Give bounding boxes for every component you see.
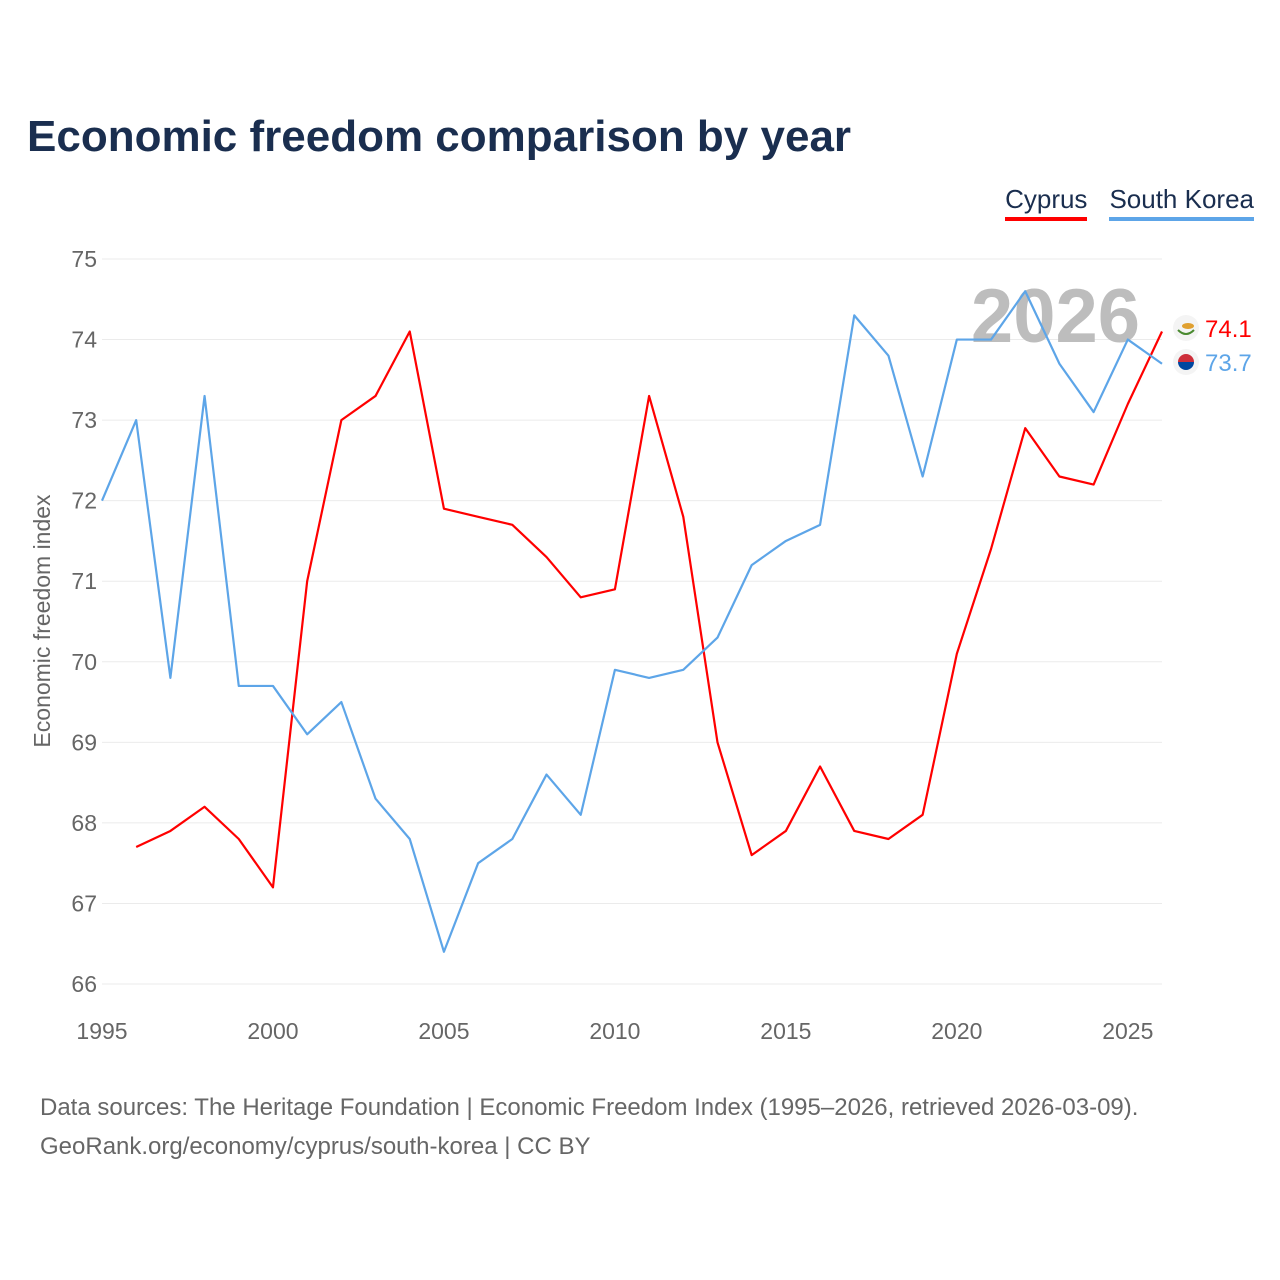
taegeuk-top-icon	[1178, 354, 1194, 362]
end-value-label: 74.1	[1205, 316, 1252, 343]
x-tick-label: 2010	[589, 1018, 640, 1044]
y-tick-label: 70	[71, 649, 97, 675]
year-watermark: 2026	[971, 274, 1140, 359]
y-tick-label: 69	[71, 729, 97, 755]
x-tick-label: 2020	[931, 1018, 982, 1044]
footer: Data sources: The Heritage Foundation | …	[40, 1088, 1138, 1166]
series-line-cyprus	[135, 330, 1163, 889]
footer-sources: Data sources: The Heritage Foundation | …	[40, 1094, 1139, 1121]
y-axis-label: Economic freedom index	[29, 494, 55, 748]
y-tick-label: 74	[71, 327, 97, 353]
y-tick-label: 73	[71, 407, 97, 433]
y-tick-label: 72	[71, 488, 97, 514]
y-tick-label: 68	[71, 810, 97, 836]
y-tick-label: 71	[71, 568, 97, 594]
end-value-label: 73.7	[1205, 350, 1252, 377]
olive-branch-icon	[1177, 329, 1195, 335]
x-tick-label: 2000	[247, 1018, 298, 1044]
taegeuk-bottom-icon	[1178, 362, 1194, 370]
x-tick-label: 2005	[418, 1018, 469, 1044]
y-tick-label: 75	[71, 246, 97, 272]
footer-link[interactable]: GeoRank.org/economy/cyprus/south-korea |…	[40, 1133, 591, 1160]
y-tick-label: 67	[71, 890, 97, 916]
x-tick-label: 2025	[1102, 1018, 1153, 1044]
x-tick-label: 1995	[76, 1018, 127, 1044]
legend: Cyprus South Korea	[1005, 184, 1254, 221]
x-tick-label: 2015	[760, 1018, 811, 1044]
y-tick-label: 66	[71, 971, 97, 997]
chart-title: Economic freedom comparison by year	[27, 112, 852, 161]
cyprus-map-icon	[1182, 323, 1194, 329]
series-line-south-korea	[100, 290, 1163, 953]
legend-cyprus[interactable]: Cyprus	[1005, 184, 1088, 221]
legend-south-korea[interactable]: South Korea	[1109, 184, 1254, 221]
